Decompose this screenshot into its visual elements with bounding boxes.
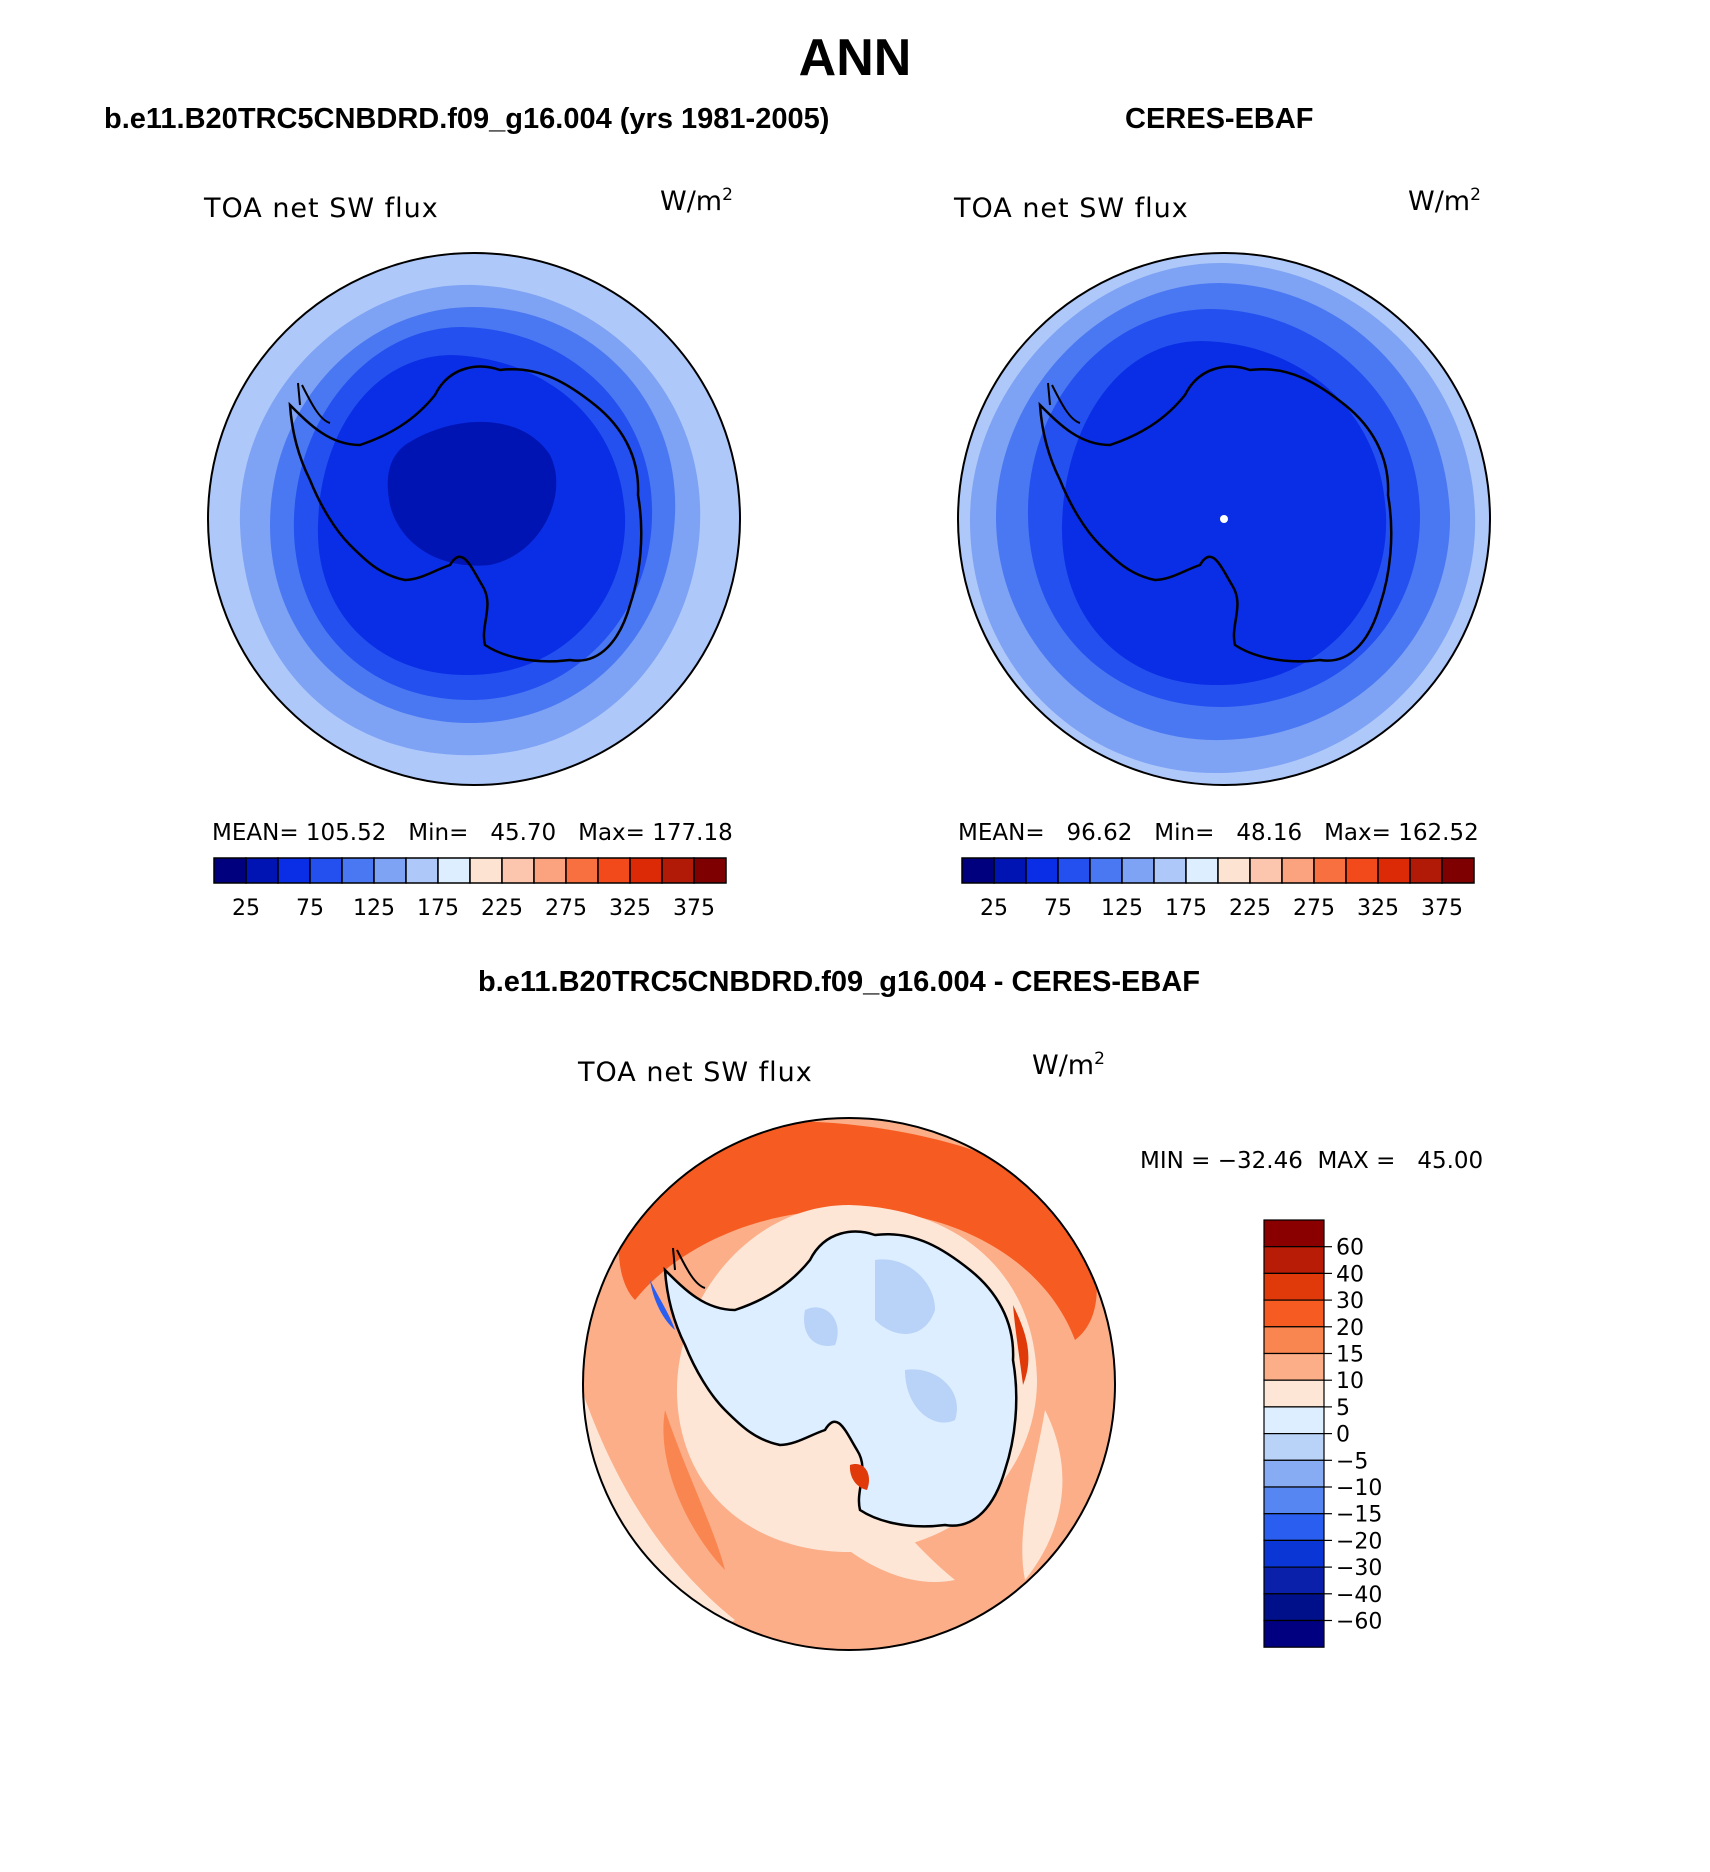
diff-colorbar-swatch: [1263, 1539, 1325, 1568]
diff-colorbar-label: 40: [1336, 1262, 1364, 1287]
figure-title: ANN: [798, 29, 912, 87]
panel-1-colorbar-label: 25: [232, 896, 260, 921]
panel-2-colorbar-swatch: [1217, 857, 1251, 884]
panel-1-colorbar-swatch: [469, 857, 503, 884]
panel-2-colorbar-label: 325: [1357, 896, 1399, 921]
panel-1-colorbar-swatch: [501, 857, 535, 884]
panel-1-variable-label: TOA net SW flux: [204, 193, 439, 224]
diff-colorbar-label: −60: [1336, 1610, 1382, 1635]
panel-2-colorbar-swatch: [1185, 857, 1219, 884]
diff-colorbar-swatch: [1263, 1379, 1325, 1408]
panel-1-colorbar-swatch: [213, 857, 247, 884]
panel-1-colorbar-swatch: [533, 857, 567, 884]
diff-colorbar-label: −10: [1336, 1476, 1382, 1501]
panel-1-polar-map: [207, 252, 741, 786]
diff-colorbar-swatch: [1263, 1352, 1325, 1381]
panel-2-colorbar-swatch: [1121, 857, 1155, 884]
panel-1-colorbar-swatch: [437, 857, 471, 884]
panel-2-colorbar-swatch: [1281, 857, 1315, 884]
diff-colorbar-swatch: [1263, 1513, 1325, 1542]
panel-1-colorbar-label: 125: [353, 896, 395, 921]
panel-1-stats: MEAN= 105.52 Min= 45.70 Max= 177.18: [212, 820, 733, 846]
panel-1-colorbar-swatch: [629, 857, 663, 884]
panel-1-colorbar-label: 225: [481, 896, 523, 921]
diff-colorbar-swatch: [1263, 1566, 1325, 1595]
panel-2-colorbar-swatch: [1153, 857, 1187, 884]
panel-1-title: b.e11.B20TRC5CNBDRD.f09_g16.004 (yrs 198…: [104, 103, 830, 135]
panel-2-colorbar-swatch: [1377, 857, 1411, 884]
panel-2-colorbar-swatch: [1441, 857, 1475, 884]
panel-1-colorbar-swatch: [597, 857, 631, 884]
diff-colorbar-label: −30: [1336, 1556, 1382, 1581]
panel-2-colorbar: 25 75 125 175 225 275 325 375: [961, 857, 1475, 921]
diff-colorbar-swatch: [1263, 1619, 1325, 1648]
diff-colorbar-swatch: [1263, 1459, 1325, 1488]
diff-polar-map: [582, 1117, 1116, 1651]
diff-colorbar-swatch: [1263, 1272, 1325, 1301]
panel-2-colorbar-label: 225: [1229, 896, 1271, 921]
diff-colorbar-label: 10: [1336, 1369, 1364, 1394]
panel-1-colorbar-swatch: [565, 857, 599, 884]
panel-2-colorbar-swatch: [1249, 857, 1283, 884]
panel-2-title: CERES-EBAF: [1125, 103, 1314, 135]
panel-1-colorbar-swatch: [661, 857, 695, 884]
diff-colorbar-swatch: [1263, 1299, 1325, 1328]
panel-2-colorbar-swatch: [1025, 857, 1059, 884]
panel-1-colorbar-label: 275: [545, 896, 587, 921]
diff-colorbar-label: 15: [1336, 1343, 1364, 1368]
diff-colorbar-swatch: [1263, 1219, 1325, 1248]
diff-colorbar-swatch: [1263, 1433, 1325, 1461]
panel-1-colorbar-label: 375: [673, 896, 715, 921]
diff-colorbar-label: 60: [1336, 1236, 1364, 1261]
diff-variable-label: TOA net SW flux: [578, 1057, 813, 1088]
diff-colorbar-swatch: [1263, 1246, 1325, 1275]
diff-units: W/m2: [1032, 1049, 1105, 1081]
diff-panel-title: b.e11.B20TRC5CNBDRD.f09_g16.004 - CERES-…: [478, 966, 1200, 998]
panel-2-colorbar-swatch: [1089, 857, 1123, 884]
diff-colorbar-label: 5: [1336, 1396, 1350, 1421]
diff-stats: MIN = −32.46 MAX = 45.00: [1140, 1148, 1484, 1174]
panel-2-colorbar-label: 375: [1421, 896, 1463, 921]
panel-2-colorbar-label: 125: [1101, 896, 1143, 921]
diff-colorbar-swatch: [1263, 1406, 1325, 1435]
diff-colorbar-label: −5: [1336, 1449, 1368, 1474]
panel-2-stats: MEAN= 96.62 Min= 48.16 Max= 162.52: [958, 820, 1479, 846]
panel-1-colorbar-swatch: [341, 857, 375, 884]
diff-colorbar-swatch: [1263, 1486, 1325, 1515]
panel-1-colorbar-swatch: [373, 857, 407, 884]
diff-colorbar-swatch: [1263, 1326, 1325, 1355]
panel-2-colorbar-swatch: [993, 857, 1027, 884]
panel-1-colorbar-label: 75: [296, 896, 324, 921]
diff-colorbar-label: −15: [1336, 1503, 1382, 1528]
diff-colorbar-label: 20: [1336, 1316, 1364, 1341]
diff-colorbar-label: 0: [1336, 1423, 1350, 1448]
panel-1-colorbar-label: 175: [417, 896, 459, 921]
panel-2-colorbar-label: 25: [980, 896, 1008, 921]
panel-1-colorbar: 25 75 125 175 225 275 325 375: [213, 857, 727, 921]
panel-2-colorbar-swatch: [961, 857, 995, 884]
panel-2-colorbar-label: 175: [1165, 896, 1207, 921]
panel-2-colorbar-label: 275: [1293, 896, 1335, 921]
diff-colorbar-label: −20: [1336, 1529, 1382, 1554]
panel-2-colorbar-swatch: [1409, 857, 1443, 884]
panel-1-colorbar-swatch: [309, 857, 343, 884]
panel-1-colorbar-swatch: [245, 857, 279, 884]
diff-colorbar-label: 30: [1336, 1289, 1364, 1314]
panel-2-colorbar-swatch: [1313, 857, 1347, 884]
panel-1-colorbar-label: 325: [609, 896, 651, 921]
diff-colorbar-label: −40: [1336, 1583, 1382, 1608]
panel-2-polar-map: [957, 252, 1491, 786]
panel-2-variable-label: TOA net SW flux: [954, 193, 1189, 224]
panel-2-colorbar-swatch: [1345, 857, 1379, 884]
panel-1-colorbar-swatch: [277, 857, 311, 884]
diff-colorbar-swatch: [1263, 1593, 1325, 1622]
panel-2-colorbar-label: 75: [1044, 896, 1072, 921]
panel-2-units: W/m2: [1408, 185, 1481, 217]
panel-1-colorbar-swatch: [693, 857, 727, 884]
panel-2-colorbar-swatch: [1057, 857, 1091, 884]
panel-1-colorbar-swatch: [405, 857, 439, 884]
panel-1-units: W/m2: [660, 185, 733, 217]
